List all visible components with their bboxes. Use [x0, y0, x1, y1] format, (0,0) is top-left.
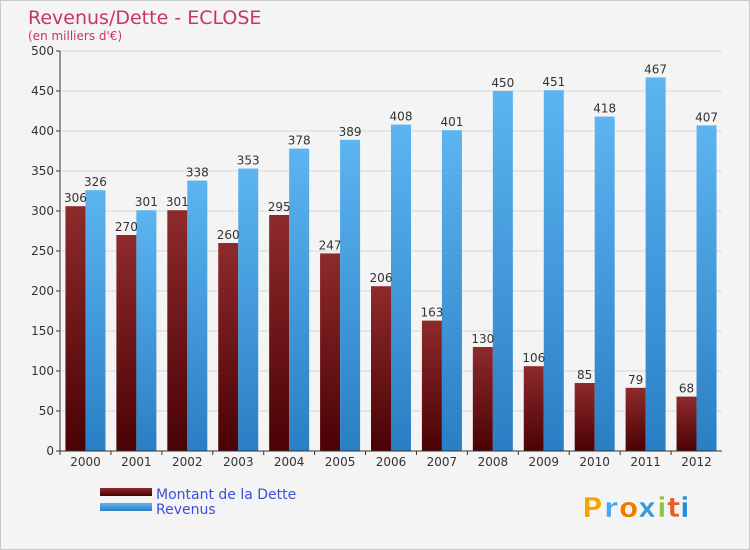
y-tick-label: 200: [31, 284, 54, 298]
legend: Montant de la Dette Revenus: [100, 487, 296, 518]
y-tick-label: 500: [31, 44, 54, 58]
value-label-revenue: 451: [542, 75, 565, 89]
bar-revenue: [85, 190, 106, 451]
value-label-revenue: 389: [339, 125, 362, 139]
x-tick-label: 2006: [376, 455, 407, 469]
bar-debt: [523, 366, 544, 451]
bar-revenue: [492, 91, 513, 451]
bar-debt: [625, 387, 646, 451]
value-label-debt: 247: [319, 238, 342, 252]
bar-debt: [218, 243, 239, 451]
logo-letter: i: [680, 491, 690, 524]
logo-letter: r: [604, 491, 618, 524]
value-label-revenue: 338: [186, 166, 209, 180]
bar-revenue: [136, 210, 157, 451]
value-labels: 306 326 270 301 301 338 260 353 295 378 247 389 206 4…: [64, 62, 718, 395]
x-tick-label: 2004: [274, 455, 305, 469]
bars: [65, 77, 717, 452]
x-tick-label: 2003: [223, 455, 254, 469]
x-tick-label: 2000: [70, 455, 101, 469]
bar-revenue: [645, 77, 666, 452]
bar-revenue: [594, 116, 615, 451]
bar-revenue: [187, 180, 208, 451]
value-label-debt: 163: [420, 306, 443, 320]
logo-letter: o: [619, 491, 638, 524]
value-label-debt: 306: [64, 191, 87, 205]
y-tick-label: 150: [31, 324, 54, 338]
bar-debt: [167, 210, 188, 451]
bar-debt: [116, 235, 137, 451]
value-label-debt: 260: [217, 228, 240, 242]
bar-revenue: [543, 90, 564, 451]
value-label-debt: 295: [268, 200, 291, 214]
value-label-revenue: 378: [288, 134, 311, 148]
y-tick-label: 50: [39, 404, 54, 418]
y-axis-ticks: 0 50 100 150 200 250 300 350 400 450 500: [31, 44, 60, 458]
legend-swatch-debt: [100, 488, 152, 496]
y-tick-label: 300: [31, 204, 54, 218]
value-label-revenue: 301: [135, 195, 158, 209]
bar-revenue: [289, 148, 310, 451]
y-tick-label: 250: [31, 244, 54, 258]
value-label-revenue: 353: [237, 154, 260, 168]
x-tick-label: 2012: [681, 455, 712, 469]
value-label-revenue: 467: [644, 62, 667, 76]
value-label-debt: 79: [628, 373, 643, 387]
value-label-revenue: 407: [695, 110, 718, 124]
bar-revenue: [441, 130, 462, 451]
x-tick-label: 2007: [427, 455, 458, 469]
logo-letter: t: [667, 491, 680, 524]
y-tick-label: 450: [31, 84, 54, 98]
x-tick-label: 2011: [630, 455, 661, 469]
x-tick-label: 2001: [121, 455, 152, 469]
bar-debt: [269, 215, 290, 451]
bar-debt: [65, 206, 86, 451]
x-tick-label: 2009: [528, 455, 559, 469]
logo-letter: i: [657, 491, 667, 524]
legend-label-revenue: Revenus: [156, 502, 216, 518]
chart-title: Revenus/Dette - ECLOSE: [28, 7, 261, 29]
chart-subtitle: (en milliers d'€): [28, 29, 122, 43]
logo-letter: x: [638, 491, 656, 524]
logo-letter: P: [582, 491, 603, 524]
y-tick-label: 0: [46, 444, 54, 458]
y-tick-label: 350: [31, 164, 54, 178]
value-label-debt: 270: [115, 220, 138, 234]
y-tick-label: 100: [31, 364, 54, 378]
x-tick-label: 2008: [478, 455, 509, 469]
x-tick-label: 2002: [172, 455, 203, 469]
value-label-revenue: 418: [593, 102, 616, 116]
x-tick-label: 2005: [325, 455, 356, 469]
value-label-revenue: 408: [390, 110, 413, 124]
bar-revenue: [238, 168, 259, 451]
legend-label-debt: Montant de la Dette: [156, 487, 296, 503]
bar-debt: [676, 396, 697, 451]
bar-debt: [371, 286, 391, 451]
bar-revenue: [391, 124, 411, 451]
bar-revenue: [696, 125, 717, 452]
y-tick-label: 400: [31, 124, 54, 138]
x-tick-label: 2010: [579, 455, 610, 469]
bar-debt: [421, 320, 442, 451]
value-label-debt: 301: [166, 195, 189, 209]
value-label-debt: 106: [522, 351, 545, 365]
bar-debt: [574, 383, 595, 451]
value-label-revenue: 450: [491, 76, 514, 90]
value-label-revenue: 401: [440, 115, 463, 129]
value-label-revenue: 326: [84, 175, 107, 189]
value-label-debt: 130: [471, 332, 494, 346]
bar-debt: [472, 347, 493, 451]
value-label-debt: 68: [679, 382, 694, 396]
legend-swatch-revenue: [100, 503, 152, 511]
bar-revenue: [340, 139, 361, 452]
value-label-debt: 85: [577, 368, 592, 382]
value-label-debt: 206: [370, 271, 393, 285]
x-axis-ticks: 2000 2001 2002 2003 2004 2005 2006 2007 2008 2009…: [59, 451, 712, 469]
bar-debt: [320, 253, 341, 451]
